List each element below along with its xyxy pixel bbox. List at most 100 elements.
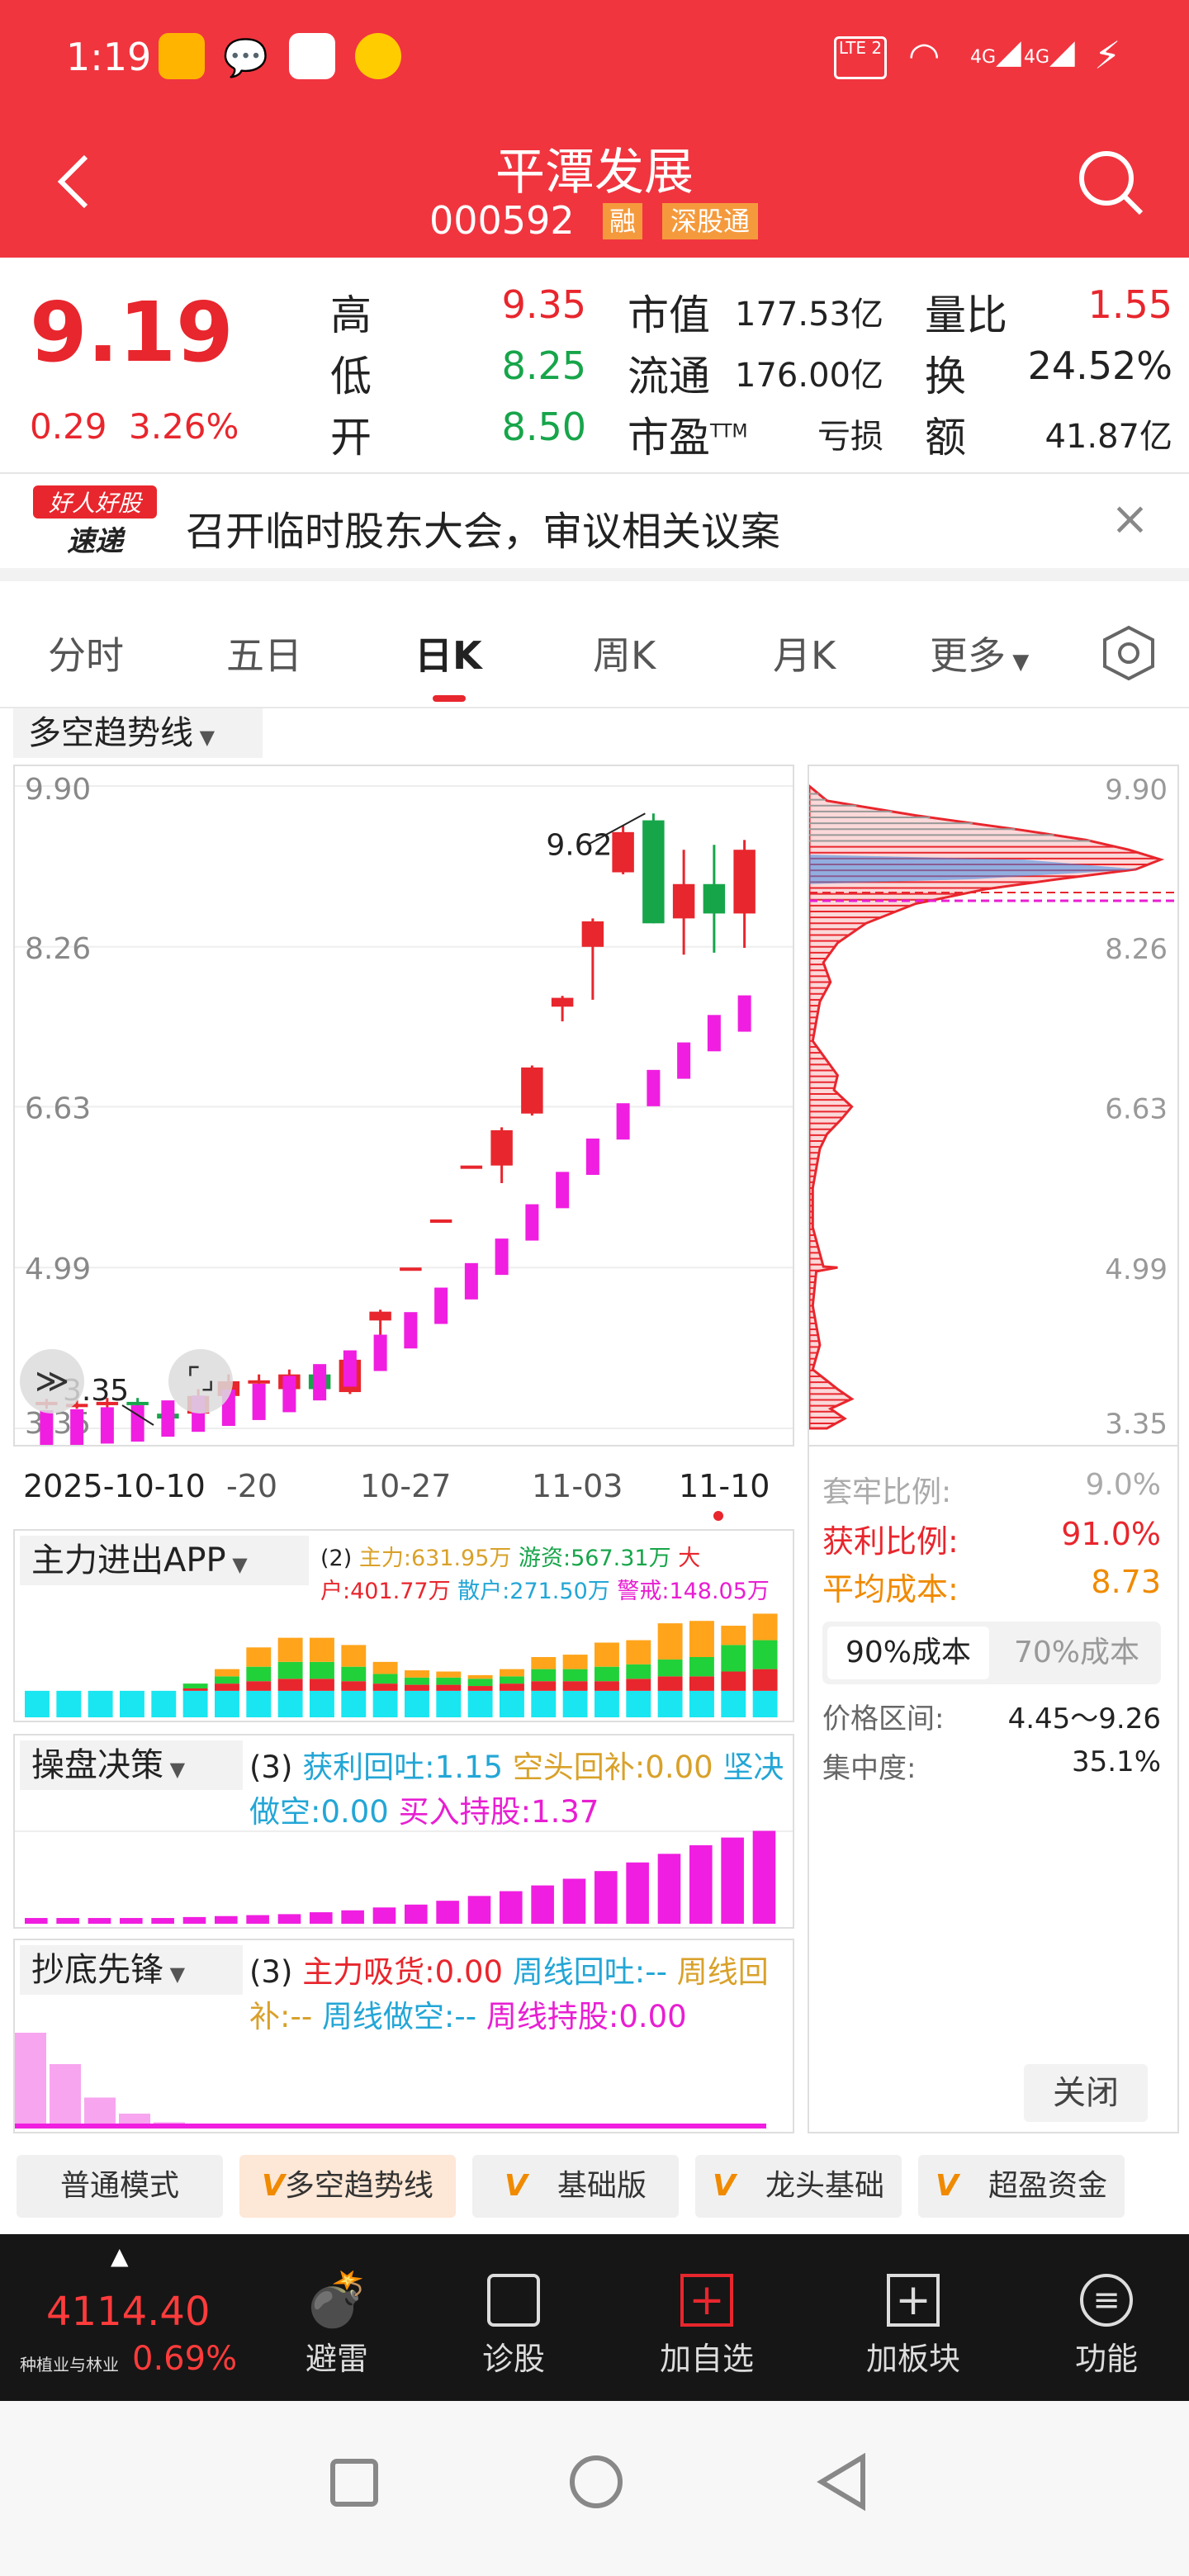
decision-bar <box>500 1891 523 1924</box>
functions-button[interactable]: ≡ 功能 <box>1049 2267 1164 2379</box>
trend-marker <box>313 1364 327 1401</box>
candle <box>672 883 695 919</box>
fund-bar <box>594 1690 619 1717</box>
fund-bar <box>310 1637 334 1662</box>
candle <box>248 1380 270 1384</box>
system-nav-bar <box>0 2401 1189 2576</box>
bottom-fishing-panel[interactable]: 抄底先锋 ▼ (3) 主力吸货:0.00 周线回吐:-- 周线回补:-- 周线做… <box>13 1939 794 2133</box>
fullscreen-icon[interactable]: ⌜⌟ <box>168 1349 233 1413</box>
mode-basic[interactable]: V 基础版 <box>472 2155 679 2218</box>
kline-chart[interactable]: 9.90 8.26 6.63 4.99 3.35 9.62 3.35 <box>13 765 794 1447</box>
chip-blue-band <box>809 855 1139 884</box>
x-axis: 2025-10-10 -20 10-27 11-03 11-10 <box>13 1450 794 1524</box>
decision-bar <box>405 1904 428 1924</box>
profit-ratio-label: 获利比例: <box>822 1523 959 1560</box>
concentration-label: 集中度: <box>822 1752 917 1785</box>
up-arrow-icon: ▲ <box>111 2242 129 2270</box>
diagnose-button[interactable]: 诊股 <box>456 2267 571 2379</box>
fund-bar <box>467 1690 493 1717</box>
avoid-mine-button[interactable]: 💣 避雷 <box>279 2267 395 2379</box>
fund-bar <box>626 1640 651 1664</box>
fund-bar <box>657 1659 683 1677</box>
mode-normal[interactable]: 普通模式 <box>17 2155 223 2218</box>
trend-marker <box>252 1383 266 1420</box>
turnover-label: 换 <box>925 353 966 400</box>
low-value: 8.25 <box>501 343 586 388</box>
price-change-pct: 3.26% <box>129 406 239 447</box>
fund-bar <box>215 1683 239 1691</box>
sector-index-value[interactable]: 4114.40 <box>46 2289 211 2335</box>
status-bar: 1:19 💬 LTE 2 ◠ 4G◢ 4G◢ ⚡ <box>0 0 1189 116</box>
candle <box>65 1404 88 1408</box>
back-nav-icon[interactable] <box>813 2452 871 2512</box>
fund-bar <box>594 1666 619 1682</box>
add-sector-button[interactable]: + 加板块 <box>865 2274 960 2377</box>
tab-daily-k[interactable]: 日K <box>414 633 482 678</box>
trade-decision-selector[interactable]: 操盘决策 ▼ <box>20 1740 243 1790</box>
decision-bar <box>562 1878 586 1924</box>
back-icon[interactable] <box>50 149 99 215</box>
fund-bar <box>277 1690 303 1717</box>
bottom-fishing-selector[interactable]: 抄底先锋 ▼ <box>20 1945 243 1995</box>
fund-bar <box>500 1690 524 1717</box>
tab-cost-90[interactable]: 90%成本 <box>827 1627 989 1679</box>
fund-bar <box>689 1621 714 1657</box>
trend-marker <box>343 1350 357 1387</box>
mode-trend-line[interactable]: V多空趋势线 <box>239 2155 456 2218</box>
candle <box>429 1219 452 1224</box>
pe-label: 市盈TTM <box>628 414 748 462</box>
mode-leader[interactable]: V 龙头基础 <box>695 2155 902 2218</box>
chip-distribution-chart[interactable]: 9.90 8.26 6.63 4.99 3.35 <box>808 765 1179 1447</box>
add-watchlist-button[interactable]: + 加自选 <box>659 2274 754 2377</box>
mktcap-label: 市值 <box>628 291 710 339</box>
active-tab-indicator <box>433 695 466 702</box>
settings-hex-icon[interactable] <box>1098 623 1159 684</box>
tab-five-day[interactable]: 五日 <box>226 633 302 678</box>
main-force-panel[interactable]: 主力进出APP ▼ (2) 主力:631.95万 游资:567.31万 大户:4… <box>13 1529 794 1722</box>
news-banner[interactable]: 好人好股 速递 召开临时股东大会，审议相关议案 × <box>0 474 1189 581</box>
recent-apps-icon[interactable] <box>330 2459 378 2507</box>
wechat-icon: 💬 <box>223 37 268 79</box>
last-price: 9.19 <box>30 284 234 381</box>
chip-y-tick: 3.35 <box>1105 1408 1168 1441</box>
candle <box>96 1401 119 1405</box>
fund-bar <box>467 1674 493 1679</box>
fund-bar <box>310 1679 334 1691</box>
tab-more[interactable]: 更多 ▼ <box>930 633 1030 678</box>
caret-down-icon: ▼ <box>193 726 216 749</box>
decision-bar <box>657 1854 681 1924</box>
fund-bar <box>246 1666 272 1682</box>
close-button[interactable]: 关闭 <box>1024 2064 1148 2122</box>
trend-marker <box>556 1172 570 1209</box>
expand-left-icon[interactable]: ≫ <box>20 1349 84 1413</box>
home-icon[interactable] <box>570 2455 623 2508</box>
fund-bar <box>182 1690 208 1717</box>
tab-monthly-k[interactable]: 月K <box>773 633 836 678</box>
indicator-selector[interactable]: 多空趋势线 ▼ <box>13 708 263 758</box>
search-icon[interactable] <box>1073 145 1148 220</box>
tab-cost-70[interactable]: 70%成本 <box>1013 1636 1140 1669</box>
candle <box>551 997 574 1007</box>
main-force-selector[interactable]: 主力进出APP ▼ <box>20 1536 309 1585</box>
float-value: 176.00亿 <box>735 357 883 395</box>
volratio-label: 量比 <box>925 291 1007 339</box>
tab-weekly-k[interactable]: 周K <box>593 633 656 678</box>
decision-bar <box>151 1918 174 1924</box>
tab-intraday[interactable]: 分时 <box>48 633 124 678</box>
close-icon[interactable]: × <box>1111 492 1149 546</box>
decision-bar <box>721 1837 744 1924</box>
quote-panel: 9.19 0.29 3.26% 高 低 开 9.35 8.25 8.50 市值 … <box>0 258 1189 474</box>
fund-bar <box>594 1642 619 1667</box>
trade-decision-panel[interactable]: 操盘决策 ▼ (3) 获利回吐:1.15 空头回补:0.00 坚决做空:0.00… <box>13 1734 794 1929</box>
concentration-value: 35.1% <box>1071 1745 1161 1778</box>
mode-super-fund[interactable]: V 超盈资金 <box>918 2155 1125 2218</box>
trend-marker <box>282 1376 296 1413</box>
trapped-ratio-value: 9.0% <box>1085 1468 1161 1502</box>
fund-bar <box>562 1655 588 1669</box>
x-label: 10-27 <box>360 1468 452 1504</box>
fund-bar <box>341 1645 367 1667</box>
fund-bar <box>25 1690 50 1717</box>
open-value: 8.50 <box>501 405 586 449</box>
fund-bar <box>562 1669 588 1682</box>
open-label: 开 <box>330 414 372 462</box>
